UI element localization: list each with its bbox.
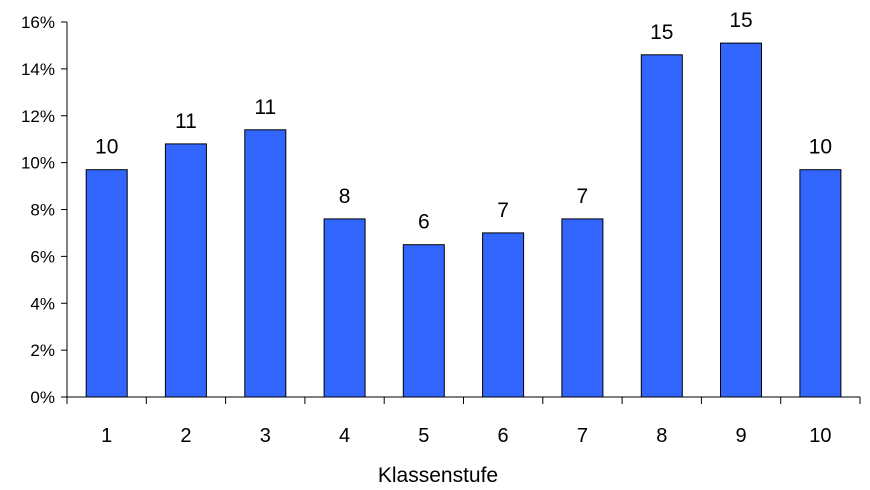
- y-tick-label: 14%: [21, 60, 55, 79]
- bar: [482, 232, 525, 398]
- y-tick-label: 4%: [30, 294, 55, 313]
- x-category-label: 1: [101, 425, 112, 447]
- bar-data-label: 7: [497, 199, 509, 222]
- bar: [323, 218, 366, 398]
- y-tick-label: 10%: [21, 154, 55, 173]
- y-tick-label: 8%: [30, 201, 55, 220]
- bar: [561, 218, 604, 398]
- x-category-label: 10: [809, 425, 831, 447]
- bar-data-label: 11: [254, 96, 276, 119]
- x-category-label: 2: [180, 425, 191, 447]
- y-tick-label: 16%: [21, 13, 55, 32]
- x-category-label: 9: [735, 425, 746, 447]
- x-category-label: 6: [498, 425, 509, 447]
- x-category-label: 5: [418, 425, 429, 447]
- bar-data-label: 8: [339, 185, 351, 208]
- bar: [799, 169, 842, 398]
- y-tick-label: 0%: [30, 388, 55, 407]
- x-category-label: 8: [656, 425, 667, 447]
- bar-data-label: 11: [175, 110, 197, 133]
- x-category-label: 3: [260, 425, 271, 447]
- y-tick-label: 6%: [30, 247, 55, 266]
- bar-data-label: 10: [809, 136, 832, 159]
- x-category-label: 7: [577, 425, 588, 447]
- data-labels-group: 10 11 11 8 6 7 7 15 15 10: [95, 9, 832, 234]
- x-axis-title: Klassenstufe: [378, 464, 498, 487]
- bar: [640, 54, 683, 398]
- y-tick-label: 12%: [21, 107, 55, 126]
- bar: [164, 143, 207, 398]
- bar: [402, 244, 445, 398]
- bar-data-label: 6: [418, 211, 430, 234]
- bar-data-label: 10: [95, 136, 118, 159]
- bar: [244, 129, 287, 398]
- bar: [85, 169, 128, 398]
- bar-data-label: 7: [577, 185, 589, 208]
- x-category-label: 4: [339, 425, 350, 447]
- bar: [720, 42, 762, 398]
- bar-data-label: 15: [650, 21, 673, 44]
- bars-group: [85, 42, 842, 398]
- y-tick-label: 2%: [30, 341, 55, 360]
- bar-data-label: 15: [729, 9, 752, 32]
- ticks-group: 0% 2% 4% 6% 8% 10% 12% 14% 16% 1 2 3 4 5 6 7 8 9 10: [21, 13, 861, 447]
